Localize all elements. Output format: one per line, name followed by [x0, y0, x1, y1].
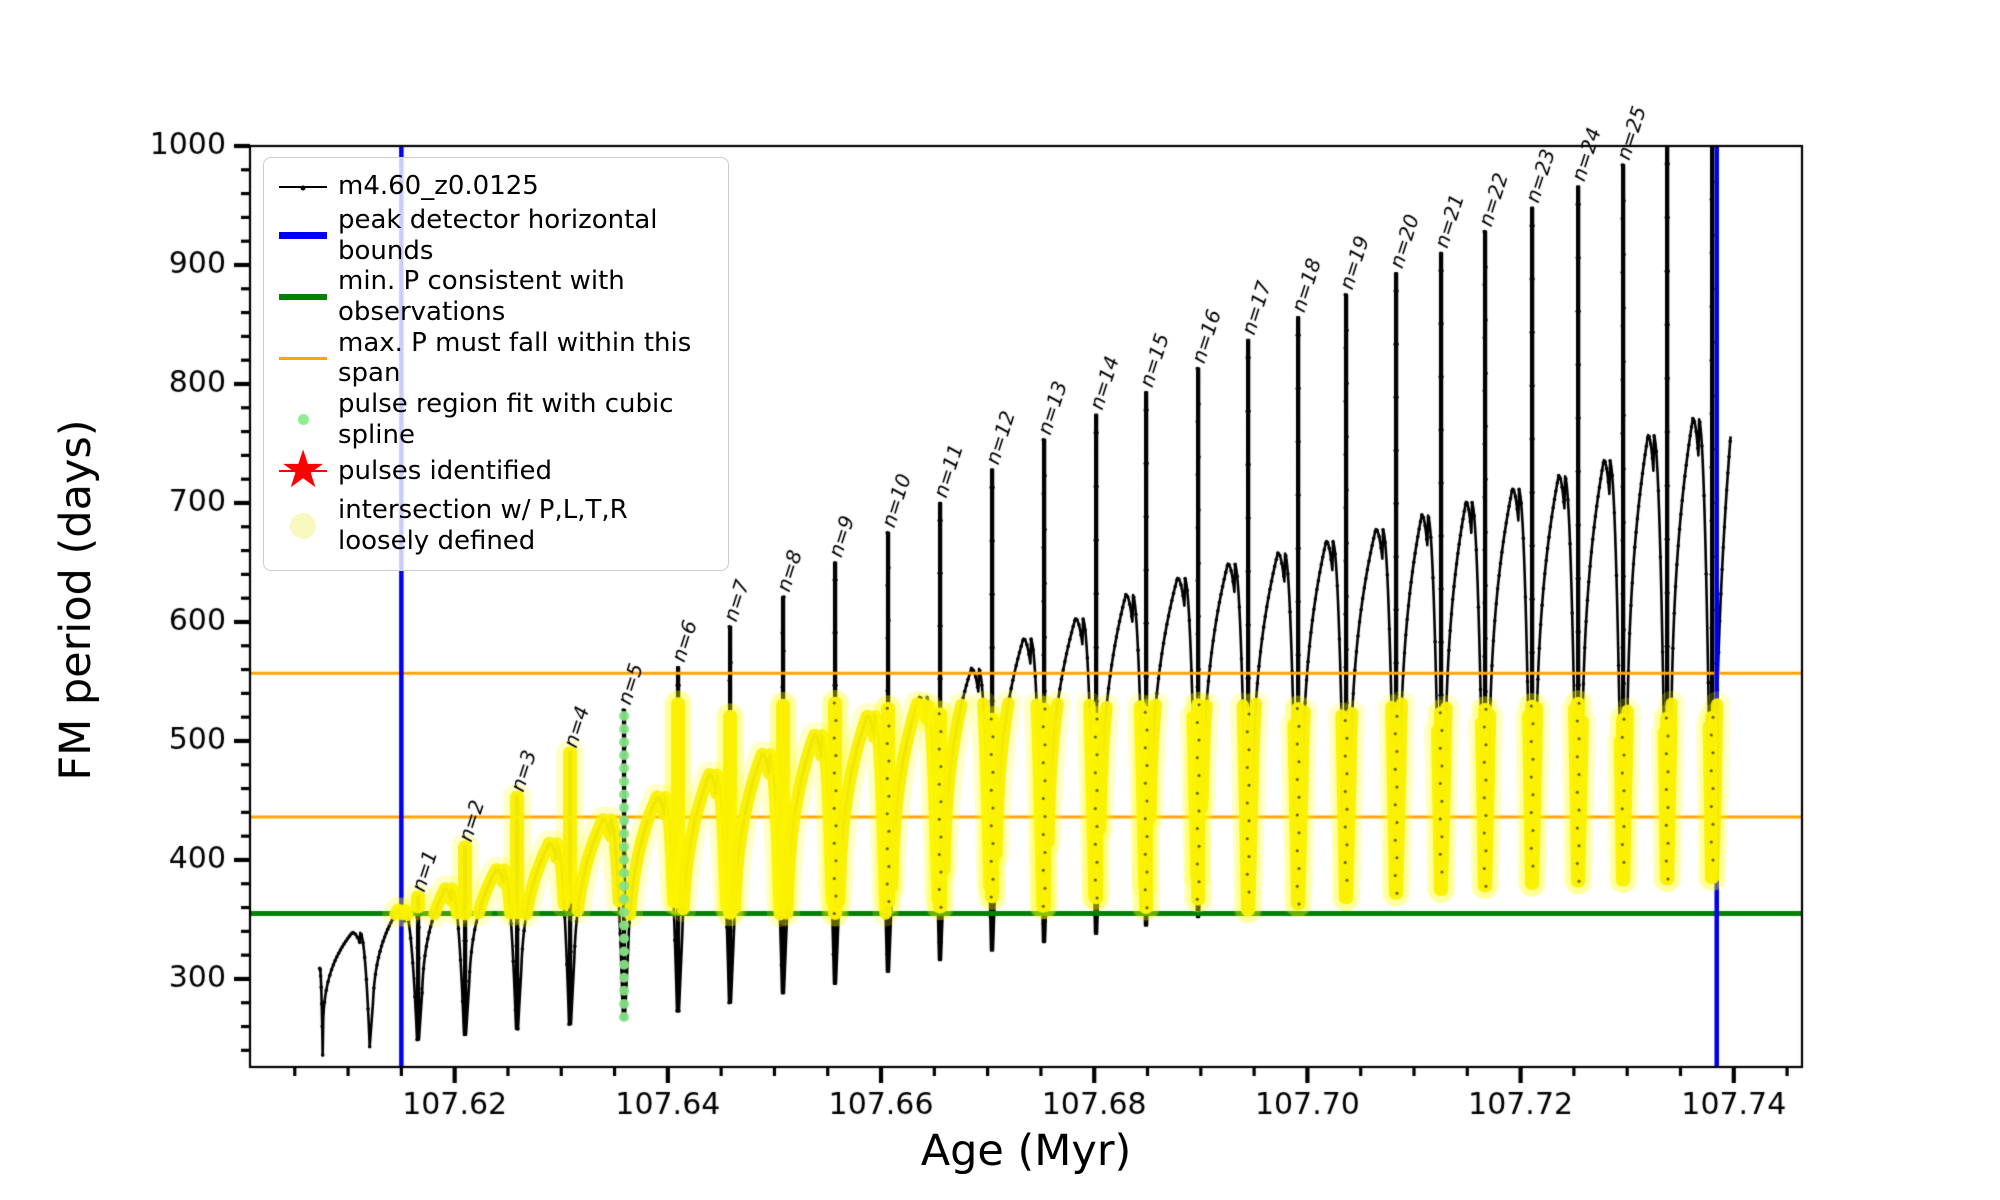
- legend-row-spline: pulse region fit with cubic spline: [274, 389, 714, 450]
- legend-label: pulses identified: [338, 455, 553, 486]
- blue-line-marker-icon: [274, 232, 332, 240]
- green-dot-marker-icon: [274, 414, 332, 426]
- legend-row-pulses: ★ pulses identified: [274, 440, 714, 501]
- y-axis-label: FM period (days): [51, 419, 101, 781]
- legend-row-min-p: min. P consistent with observations: [274, 266, 714, 327]
- green-line-marker-icon: [274, 294, 332, 301]
- legend-label: peak detector horizontal bounds: [338, 205, 658, 266]
- yellow-dot-marker-icon: [274, 512, 332, 539]
- legend-row-peak-bounds: peak detector horizontal bounds: [274, 205, 714, 266]
- legend-label: max. P must fall within this span: [338, 327, 692, 389]
- legend-row-max-p: max. P must fall within this span: [274, 328, 714, 389]
- legend: m4.60_z0.0125 peak detector horizontal b…: [263, 157, 729, 571]
- legend-label: pulse region fit with cubic spline: [338, 389, 674, 450]
- x-axis-label: Age (Myr): [920, 1126, 1132, 1176]
- legend-row-series: m4.60_z0.0125: [274, 168, 714, 205]
- orange-line-marker-icon: [274, 356, 332, 360]
- legend-label: min. P consistent with observations: [338, 266, 625, 328]
- red-star-marker-icon: ★: [279, 440, 327, 501]
- series-line-marker-icon: [274, 185, 332, 190]
- legend-label: intersection w/ P,L,T,R loosely defined: [338, 495, 628, 556]
- legend-row-intersection: intersection w/ P,L,T,R loosely defined: [274, 492, 714, 560]
- legend-label: m4.60_z0.0125: [338, 171, 539, 202]
